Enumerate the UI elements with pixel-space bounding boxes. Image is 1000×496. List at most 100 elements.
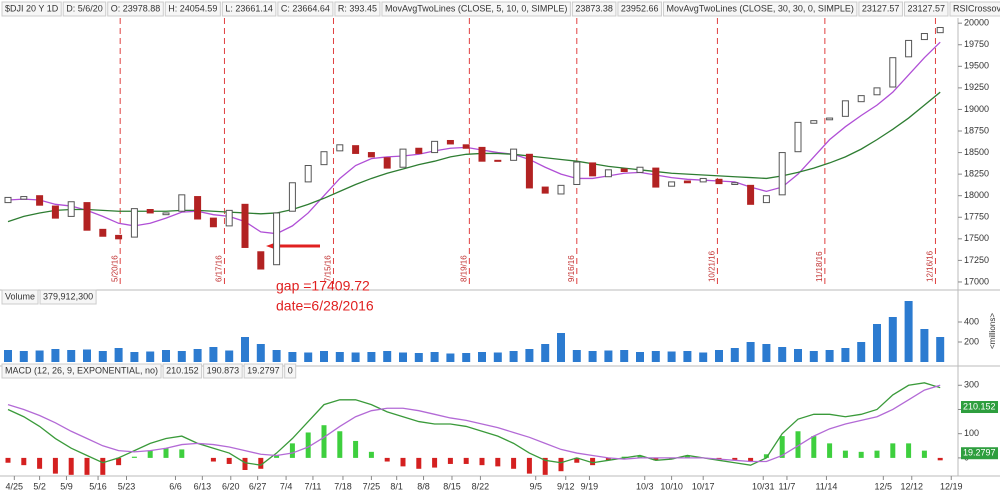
x-tick-label: 7/11 [305,481,322,491]
candle-body [194,196,202,220]
volume-bar [304,352,313,362]
header-item: D: 5/6/20 [66,3,103,13]
candle-body [130,208,138,238]
event-label: 10/21/16 [708,250,717,282]
volume-bar [146,351,155,362]
candle-body [541,186,549,194]
histogram-bar [68,457,74,475]
candle-body [241,203,249,248]
volume-bar [888,317,897,362]
y-tick-label: 17000 [964,276,989,286]
x-tick-label: 11/7 [779,481,796,491]
candle-body [683,180,691,184]
header-box [949,1,1000,17]
histogram-bar [795,431,801,458]
x-tick-label: 5/2 [33,481,46,491]
candle-body [399,148,407,168]
volume-bar [873,324,881,362]
histogram-bar [305,432,311,458]
y-tick-label: 18000 [964,190,989,200]
y-tick-label: 20000 [964,18,989,28]
header-box [39,289,97,305]
x-tick-label: 10/3 [636,481,654,491]
candle-body [304,165,312,183]
y-tick-label: 18500 [964,147,989,157]
histogram-bar [858,451,864,458]
volume-bar [794,349,802,362]
histogram-bar [258,457,264,469]
x-tick-label: 6/6 [169,481,182,491]
histogram-bar [526,457,532,474]
volume-bar [177,351,186,362]
candle-body [462,144,470,149]
volume-bar [478,352,486,362]
histogram-bar [400,457,406,467]
candle-body [936,26,944,34]
candle-body [810,120,818,124]
volume-bar [730,348,739,362]
x-tick-label: 11/14 [816,481,838,491]
x-tick-label: 9/12 [557,481,575,491]
y-tick-label: 17500 [964,233,989,243]
event-label: 9/16/16 [567,255,576,282]
candle-body [115,234,123,240]
event-label: 6/17/16 [215,255,224,282]
header-box [162,363,203,379]
candle-body [699,177,707,183]
volume-bar [778,347,787,362]
histogram-bar [653,457,659,461]
volume-bar [209,347,218,362]
volume-bar [35,350,44,362]
histogram-bar [131,456,137,458]
histogram-bar [179,449,185,458]
candle-body [778,152,786,196]
value-badge [961,401,998,414]
candle-body [320,151,328,166]
header-box [243,363,284,379]
y-tick-label: 19500 [964,61,989,71]
volume-bar [683,351,692,362]
candle-body [225,209,233,227]
volume-bar [541,344,550,362]
candle-body [731,182,739,185]
volume-bar [98,351,107,362]
y-tick-label: 19000 [964,104,989,114]
histogram-bar [463,457,469,464]
x-tick-label: 12/19 [940,481,963,491]
histogram-bar [432,457,438,468]
histogram-bar [353,440,359,458]
x-tick-label: 8/22 [472,481,490,491]
volume-bar [4,350,12,362]
candle-body [668,181,676,187]
histogram-bar [732,457,738,461]
volume-bar [699,352,708,362]
candle-body [636,166,644,173]
candle-body [715,178,723,185]
histogram-bar [937,457,943,461]
candle-body [762,195,770,204]
histogram-bar [384,457,390,462]
volume-bar [904,301,913,362]
candle-body [826,117,834,121]
candle-body [352,145,360,154]
histogram-bar [416,457,422,469]
candle-body [273,212,281,266]
header-item: C: 23664.64 [281,3,330,13]
candle-body [604,169,612,178]
histogram-bar [890,443,896,458]
histogram-bar [52,457,58,474]
macd-line [7,384,941,463]
candle-body [288,182,296,212]
y-tick-label: 400 [964,316,979,326]
volume-bar [19,351,28,362]
histogram-bar [479,457,485,466]
volume-bar [493,352,502,362]
macd-line [7,382,941,466]
volume-bar [320,351,328,362]
histogram-bar [368,451,374,458]
annotation: date=6/28/2016 [276,298,374,314]
x-tick-label: 10/10 [660,481,683,491]
candle-body [257,251,265,270]
x-tick-label: 5/23 [118,481,136,491]
